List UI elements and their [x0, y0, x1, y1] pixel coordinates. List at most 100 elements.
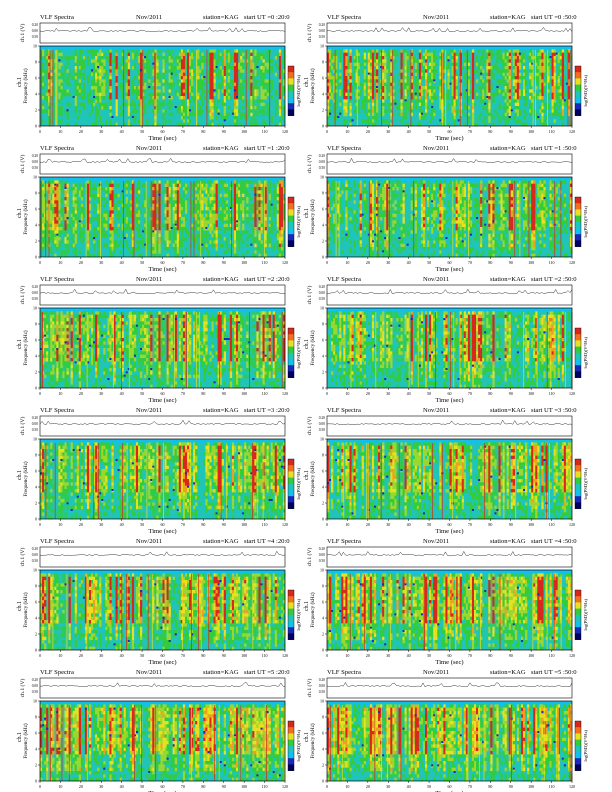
spectrogram-cell — [261, 89, 263, 93]
spectrogram-cell — [181, 99, 183, 103]
spectrogram-cell — [250, 217, 252, 221]
spectrogram-cell — [107, 79, 109, 83]
spectrogram-cell — [179, 224, 181, 228]
spectrogram-cell — [256, 53, 258, 57]
spectrogram-cell — [372, 56, 374, 60]
spectrogram-cell — [517, 93, 519, 97]
spectrogram-cell — [185, 86, 187, 90]
spectrogram-cell — [109, 240, 111, 244]
spectrogram-cell — [382, 89, 384, 93]
spectrogram-cell — [73, 69, 75, 73]
spectrogram-cell — [279, 89, 281, 93]
spectrogram-cell — [509, 66, 511, 70]
spectrogram-cell — [525, 83, 527, 87]
spectrogram-cell — [339, 76, 341, 80]
spectrogram-cell — [248, 79, 250, 83]
spectrogram-cell — [95, 106, 97, 110]
spectrogram-cell — [83, 237, 85, 241]
spectrogram-cell — [548, 56, 550, 60]
spectrogram-cell — [163, 53, 165, 57]
spectrogram-cell — [209, 240, 211, 244]
spectrogram-cell — [482, 63, 484, 67]
spectrogram-cell — [468, 89, 470, 93]
spectrogram-cell — [472, 106, 474, 110]
spectrogram-cell — [183, 214, 185, 218]
spectrogram-cell — [345, 109, 347, 113]
spectrogram-cell — [384, 83, 386, 87]
spectrogram-cell — [525, 113, 527, 117]
spectrogram-cell — [354, 109, 356, 113]
spectrogram-cell — [169, 184, 171, 188]
spectrogram-cell — [261, 200, 263, 204]
spectrogram-cell — [490, 69, 492, 73]
spectrogram-cell — [456, 93, 458, 97]
spectrogram-cell — [277, 204, 279, 208]
spectrogram-cell — [197, 247, 199, 251]
spectrogram-cell — [189, 113, 191, 117]
spectrogram-cell — [425, 109, 427, 113]
spectrogram-cell — [279, 103, 281, 107]
spectrogram-cell — [335, 86, 337, 90]
colorbar-segment — [288, 97, 294, 104]
spectrogram-cell — [273, 210, 275, 214]
spectrogram-cell — [429, 79, 431, 83]
spectrogram-cell — [191, 69, 193, 73]
spectrogram-cell — [42, 83, 44, 87]
spectrogram-cell — [201, 93, 203, 97]
spectrogram-cell — [513, 69, 515, 73]
spectrogram-cell — [111, 240, 113, 244]
spectrogram-cell — [181, 237, 183, 241]
spectrogram-cell — [77, 200, 79, 204]
spectrogram-cell — [405, 109, 407, 113]
spectrogram-cell — [138, 247, 140, 251]
spectrogram-cell — [101, 73, 103, 77]
spectrogram-cell — [197, 63, 199, 67]
spectrogram-cell — [476, 63, 478, 67]
spectrogram-cell — [521, 53, 523, 57]
spectrogram-cell — [216, 224, 218, 228]
spectrogram-cell — [517, 83, 519, 87]
spectrogram-cell — [423, 99, 425, 103]
spectrogram-cell — [394, 59, 396, 63]
spectrogram-cell — [81, 240, 83, 244]
spectrogram-cell — [109, 214, 111, 218]
spectrogram-cell — [492, 66, 494, 70]
spectrogram-cell — [490, 83, 492, 87]
spectrogram-cell — [140, 69, 142, 71]
spectrogram-cell — [560, 113, 562, 117]
spectrogram-cell — [97, 227, 99, 231]
spectrogram-cell — [236, 207, 238, 211]
spectrogram-cell — [507, 103, 509, 107]
spectrogram-cell — [152, 63, 154, 65]
spectrogram-cell — [75, 214, 77, 218]
spectrogram-cell — [254, 96, 256, 100]
spectrogram-cell — [443, 69, 445, 73]
spectrogram-cell — [242, 200, 244, 204]
spectrogram-cell — [252, 210, 254, 214]
spectrogram-cell — [150, 96, 152, 100]
y-tick-label: 0 — [35, 255, 37, 260]
spectrogram-cell — [281, 217, 283, 221]
spectrogram-cell — [388, 49, 390, 53]
spectrogram-cell — [58, 230, 60, 234]
spectrogram-cell — [156, 244, 158, 248]
spectrogram-cell — [415, 73, 417, 77]
spectrogram-cell — [252, 217, 254, 221]
spectrogram-cell — [46, 214, 48, 218]
spectrogram-cell — [50, 56, 52, 60]
spectrogram-cell — [370, 53, 372, 57]
spectrogram-cell — [533, 96, 535, 100]
spectrogram-cell — [97, 113, 99, 117]
spectrogram-cell — [105, 187, 107, 191]
spectrogram-cell — [81, 96, 83, 100]
spectrogram-cell — [187, 99, 189, 103]
spectrogram-cell — [552, 73, 554, 77]
spectrogram-cell — [169, 119, 171, 123]
spectrogram-cell — [519, 76, 521, 80]
spectrogram-cell — [486, 69, 488, 73]
spectrogram-cell — [69, 83, 71, 87]
spectrogram-cell — [103, 76, 105, 80]
spectrogram-cell — [50, 187, 52, 191]
spectrogram-cell — [132, 93, 134, 97]
spectrogram-cell — [93, 237, 95, 239]
